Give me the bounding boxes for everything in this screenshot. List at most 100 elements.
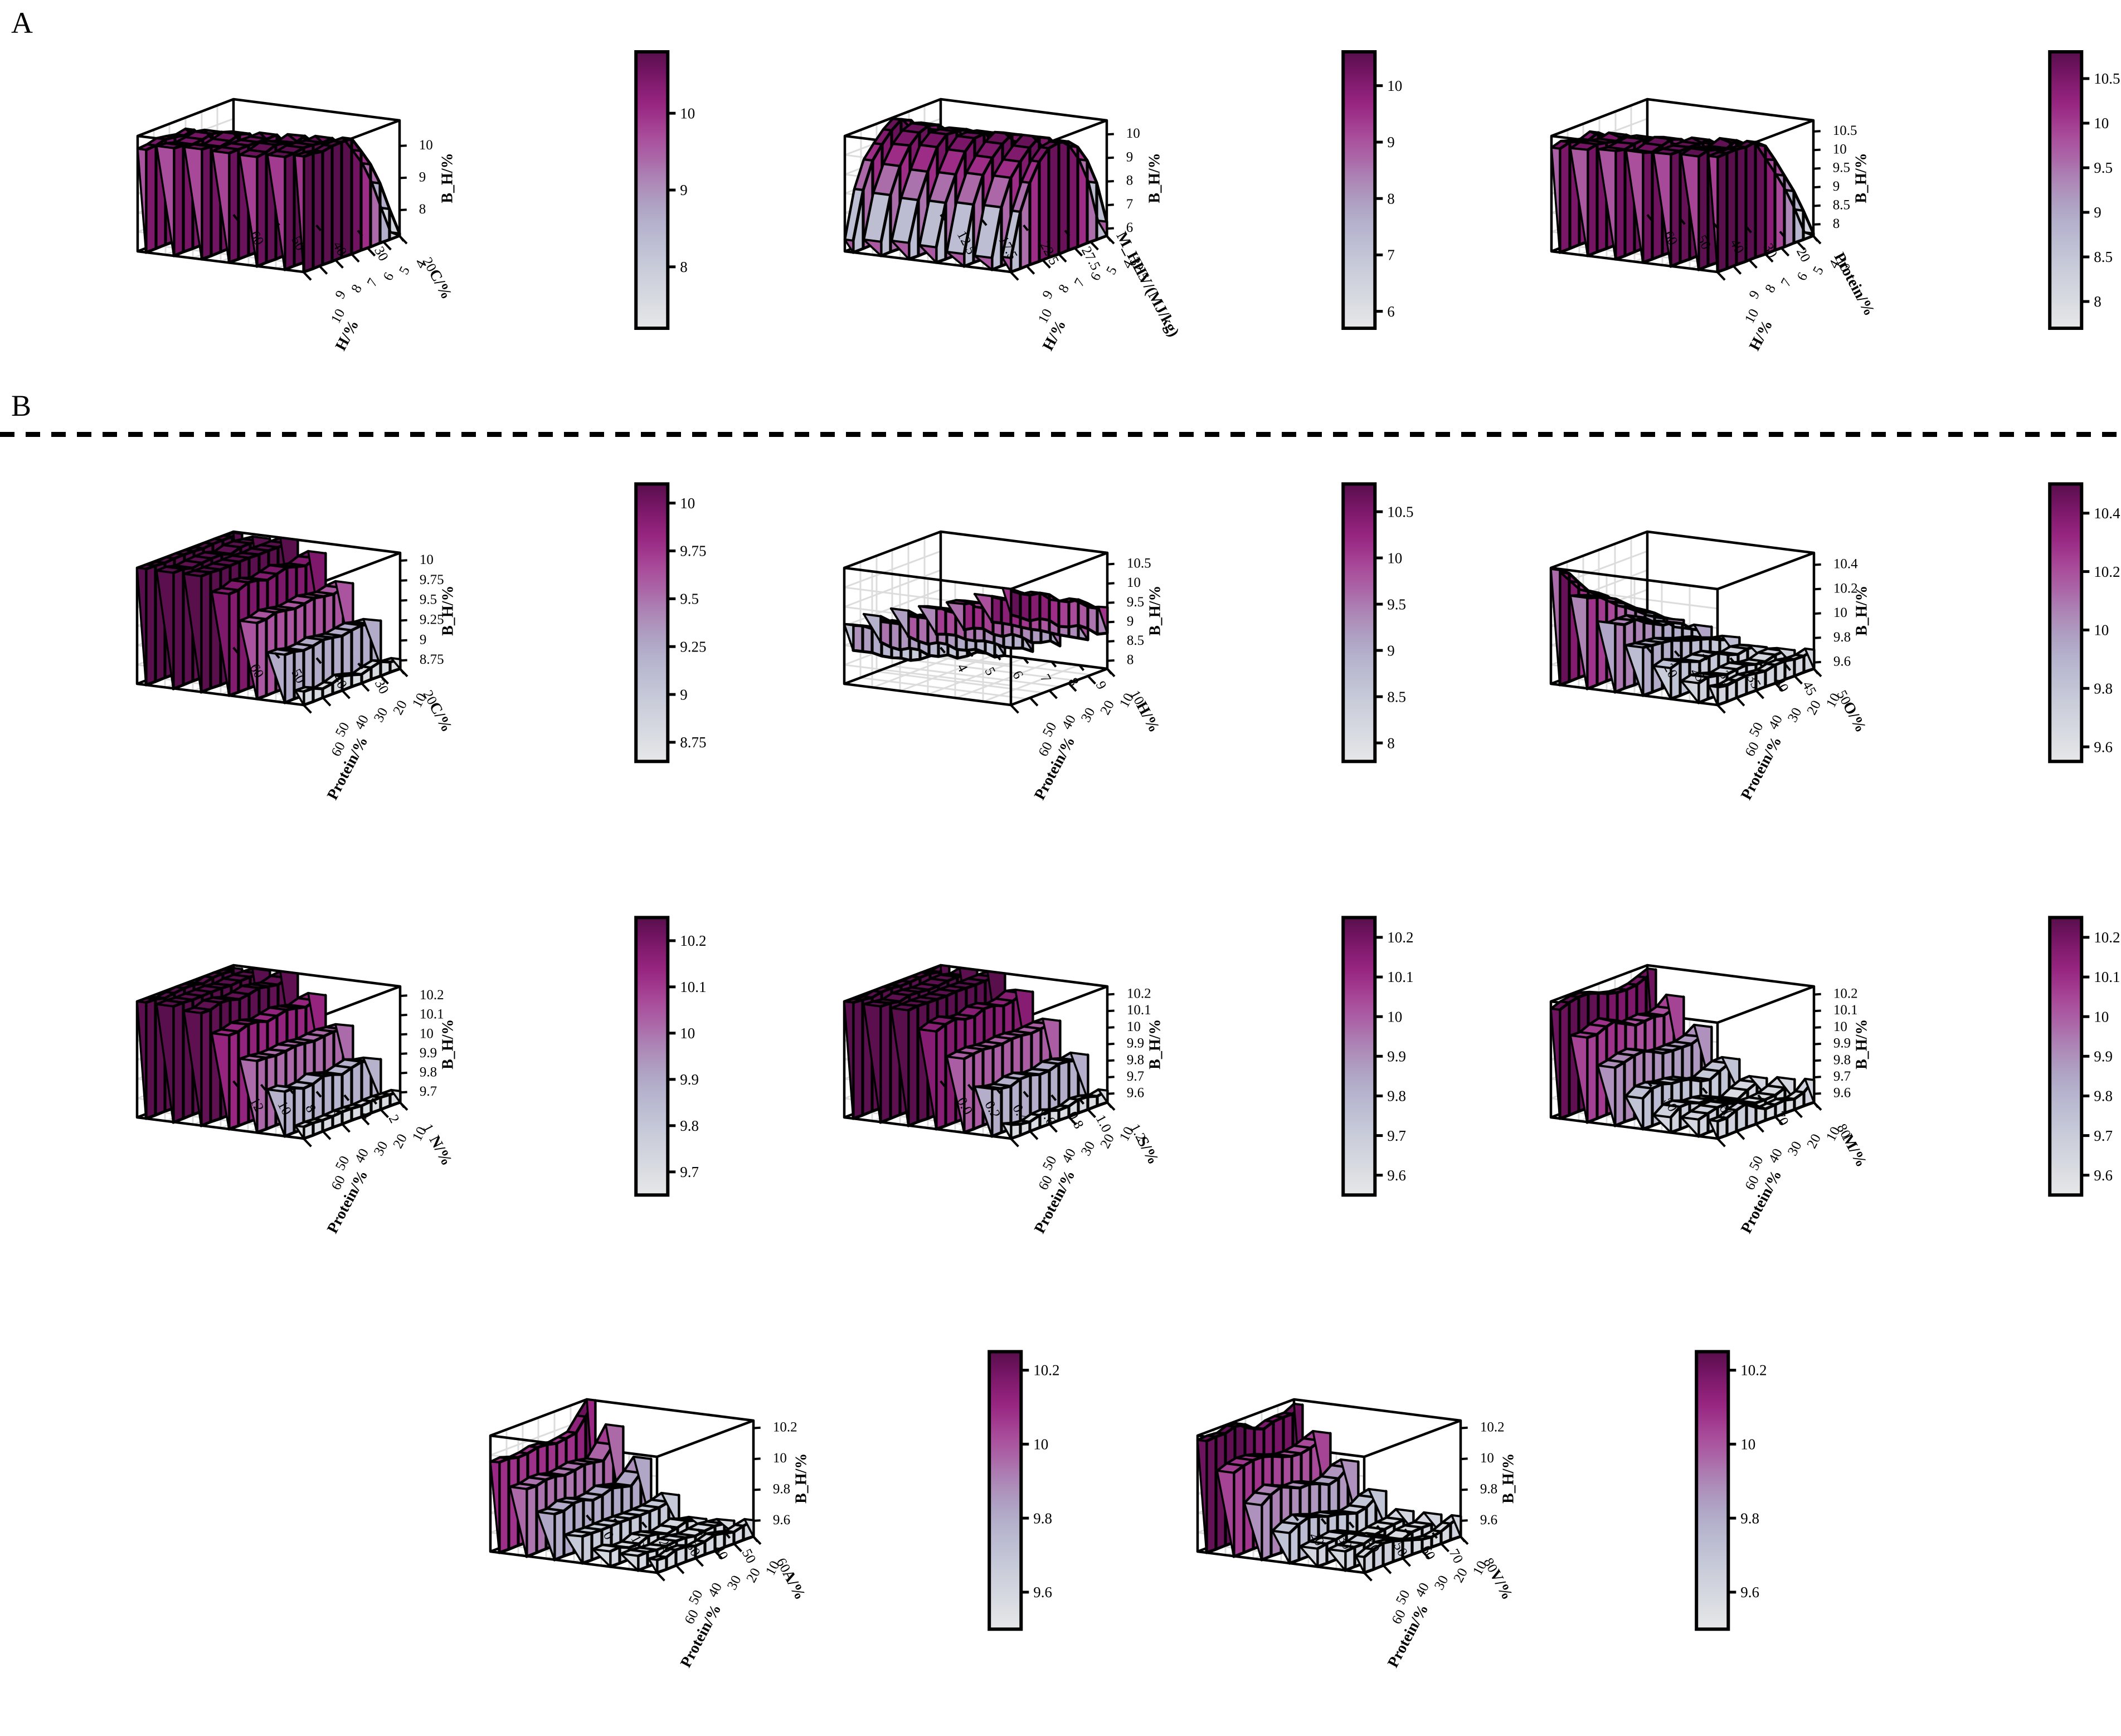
svg-text:20: 20 xyxy=(1451,1565,1471,1585)
svg-text:50: 50 xyxy=(1747,720,1767,740)
svg-text:40: 40 xyxy=(352,1146,372,1166)
svg-text:40: 40 xyxy=(706,1580,726,1599)
svg-text:8: 8 xyxy=(1055,282,1072,295)
svg-text:B_H/%: B_H/% xyxy=(1854,586,1871,636)
svg-text:B_H/%: B_H/% xyxy=(440,586,457,636)
svg-text:Protein/%: Protein/% xyxy=(1831,250,1879,319)
svg-text:10.2: 10.2 xyxy=(2094,929,2120,946)
svg-text:9.7: 9.7 xyxy=(2094,1127,2113,1144)
svg-text:10.1: 10.1 xyxy=(2094,969,2120,985)
svg-text:40: 40 xyxy=(1059,1146,1079,1166)
svg-text:10: 10 xyxy=(1833,142,1847,157)
svg-text:10.2: 10.2 xyxy=(1480,1419,1505,1434)
svg-text:9: 9 xyxy=(420,632,427,647)
svg-text:7: 7 xyxy=(1387,247,1395,264)
svg-text:9.6: 9.6 xyxy=(773,1512,790,1527)
svg-text:9: 9 xyxy=(2094,204,2102,221)
svg-text:M_HHV/(MJ/kg): M_HHV/(MJ/kg) xyxy=(1112,229,1182,340)
svg-text:7: 7 xyxy=(364,276,381,289)
svg-text:9.9: 9.9 xyxy=(1387,1048,1406,1065)
svg-text:20: 20 xyxy=(391,1132,411,1151)
svg-text:30: 30 xyxy=(1432,1573,1452,1592)
svg-text:9.8: 9.8 xyxy=(773,1481,790,1496)
svg-text:9.9: 9.9 xyxy=(2094,1048,2113,1065)
svg-text:9.6: 9.6 xyxy=(1127,1086,1144,1101)
svg-text:40: 40 xyxy=(1059,713,1079,732)
svg-text:9.6: 9.6 xyxy=(1480,1512,1497,1527)
svg-text:10.2: 10.2 xyxy=(680,932,706,949)
svg-text:9.8: 9.8 xyxy=(2094,680,2113,697)
svg-text:A/%: A/% xyxy=(779,1567,809,1602)
svg-text:9.75: 9.75 xyxy=(420,572,444,587)
svg-text:30: 30 xyxy=(372,677,392,697)
svg-text:Protein/%: Protein/% xyxy=(324,733,372,803)
svg-text:6: 6 xyxy=(381,270,397,283)
svg-text:9.5: 9.5 xyxy=(1833,161,1850,176)
svg-text:9.5: 9.5 xyxy=(1127,595,1144,610)
svg-text:50: 50 xyxy=(1393,1588,1413,1607)
svg-text:9: 9 xyxy=(1127,614,1134,629)
svg-text:10: 10 xyxy=(1833,605,1847,620)
svg-text:8.75: 8.75 xyxy=(680,734,706,751)
svg-text:50: 50 xyxy=(1747,1154,1767,1173)
svg-text:10: 10 xyxy=(1127,1019,1141,1034)
svg-text:8: 8 xyxy=(1833,216,1840,231)
svg-text:8.75: 8.75 xyxy=(420,652,444,667)
svg-text:9.5: 9.5 xyxy=(1387,596,1406,612)
svg-text:10.2: 10.2 xyxy=(1127,986,1151,1001)
svg-text:6: 6 xyxy=(1387,303,1395,320)
svg-text:10.1: 10.1 xyxy=(1833,1003,1858,1018)
svg-text:Protein/%: Protein/% xyxy=(1384,1601,1432,1670)
svg-text:10: 10 xyxy=(1127,575,1141,590)
svg-text:10.2: 10.2 xyxy=(2094,563,2120,580)
svg-text:9.6: 9.6 xyxy=(1387,1167,1406,1184)
svg-text:9: 9 xyxy=(419,169,426,184)
svg-text:8: 8 xyxy=(348,282,365,295)
svg-text:Protein/%: Protein/% xyxy=(324,1168,372,1237)
svg-text:9.8: 9.8 xyxy=(680,1117,699,1134)
svg-text:10: 10 xyxy=(1387,77,1402,94)
svg-text:1.0: 1.0 xyxy=(1092,1112,1114,1135)
svg-text:9.7: 9.7 xyxy=(680,1164,699,1180)
svg-text:O/%: O/% xyxy=(1840,699,1870,735)
svg-text:10: 10 xyxy=(2094,1009,2109,1025)
svg-text:10: 10 xyxy=(2094,115,2109,132)
svg-text:B_H/%: B_H/% xyxy=(1146,586,1164,636)
svg-text:2: 2 xyxy=(386,1112,402,1126)
svg-text:9.9: 9.9 xyxy=(1833,1036,1851,1051)
svg-text:50: 50 xyxy=(1040,720,1060,740)
svg-text:5: 5 xyxy=(981,665,998,678)
svg-text:40: 40 xyxy=(1413,1580,1433,1599)
svg-text:10: 10 xyxy=(680,105,695,121)
svg-text:N/%: N/% xyxy=(426,1133,456,1169)
svg-text:70: 70 xyxy=(1446,1547,1466,1566)
svg-text:30: 30 xyxy=(371,706,391,725)
svg-text:10.2: 10.2 xyxy=(1833,986,1858,1001)
svg-text:V/%: V/% xyxy=(1486,1567,1516,1602)
svg-text:10.1: 10.1 xyxy=(1127,1003,1151,1018)
svg-text:10.4: 10.4 xyxy=(1833,557,1858,572)
svg-text:50: 50 xyxy=(333,1154,353,1173)
svg-text:9.25: 9.25 xyxy=(680,638,706,655)
svg-text:30: 30 xyxy=(1785,706,1805,725)
svg-text:7: 7 xyxy=(1126,197,1133,212)
svg-text:8.5: 8.5 xyxy=(1833,198,1850,213)
svg-text:Protein/%: Protein/% xyxy=(1031,733,1079,803)
svg-text:B_H/%: B_H/% xyxy=(1500,1453,1517,1503)
svg-text:H/%: H/% xyxy=(1132,699,1162,735)
svg-text:10: 10 xyxy=(1387,1009,1402,1025)
svg-text:10.5: 10.5 xyxy=(1387,503,1413,520)
svg-text:8: 8 xyxy=(680,259,688,275)
svg-text:9: 9 xyxy=(1833,179,1840,194)
svg-text:9.8: 9.8 xyxy=(1034,1510,1053,1526)
svg-text:9.8: 9.8 xyxy=(1480,1481,1497,1496)
svg-text:9.8: 9.8 xyxy=(420,1065,437,1080)
svg-text:10.1: 10.1 xyxy=(680,979,706,995)
svg-text:10.2: 10.2 xyxy=(1387,929,1413,946)
svg-text:10.2: 10.2 xyxy=(1034,1361,1060,1378)
svg-text:10.5: 10.5 xyxy=(2094,70,2120,87)
svg-text:9.7: 9.7 xyxy=(1833,1069,1851,1084)
svg-text:7: 7 xyxy=(1072,276,1088,289)
svg-text:10.5: 10.5 xyxy=(1833,123,1857,138)
svg-text:B_H/%: B_H/% xyxy=(793,1453,810,1503)
